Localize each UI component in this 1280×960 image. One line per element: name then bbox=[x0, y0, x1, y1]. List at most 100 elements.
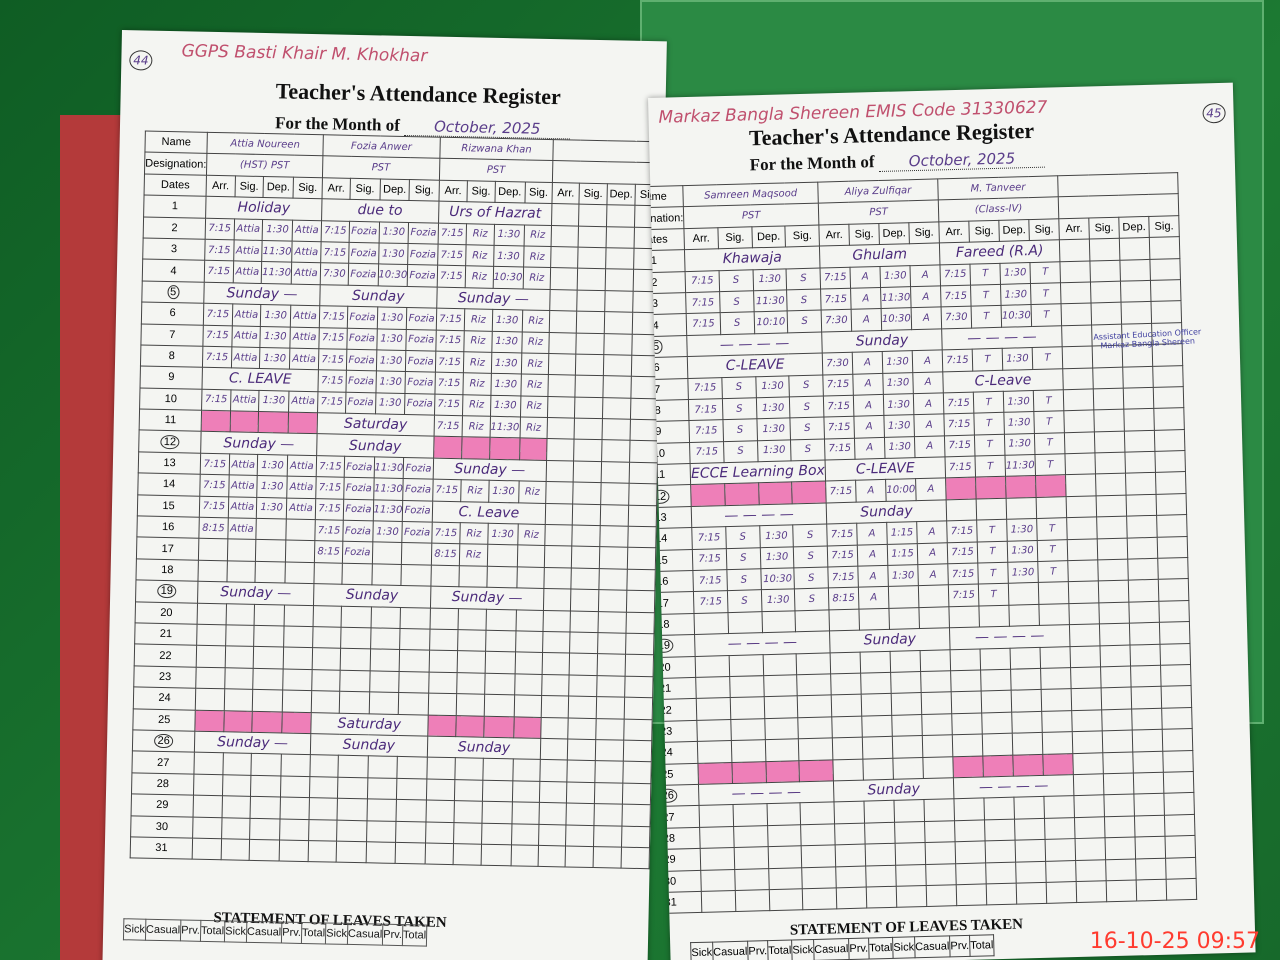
signature bbox=[628, 526, 657, 549]
time: 1:30 bbox=[256, 497, 287, 520]
signature: A bbox=[858, 586, 889, 609]
time: 7:15 bbox=[203, 324, 232, 347]
date: 24 bbox=[660, 746, 674, 760]
time bbox=[542, 631, 571, 654]
time: 7:15 bbox=[827, 544, 858, 567]
time: 1:30 bbox=[882, 372, 914, 395]
date-cell: 24 bbox=[133, 687, 196, 710]
time bbox=[194, 709, 224, 732]
signature bbox=[799, 759, 834, 782]
leave-header: Sick bbox=[224, 920, 247, 943]
time bbox=[1068, 581, 1099, 604]
time bbox=[696, 697, 731, 721]
time: 7:15 bbox=[437, 244, 467, 267]
time: 7:15 bbox=[319, 305, 348, 328]
time: 7:15 bbox=[318, 348, 348, 371]
signature: Attia bbox=[227, 517, 257, 540]
time bbox=[482, 779, 513, 802]
signature bbox=[400, 607, 431, 630]
signature: T bbox=[977, 540, 1008, 564]
signature bbox=[980, 669, 1012, 692]
teacher-name bbox=[552, 139, 665, 164]
signature bbox=[1152, 365, 1184, 388]
time: 7:15 bbox=[199, 495, 229, 518]
leaves-header-row: Sick Casual Prv. Total Sick Casual Prv. Total Si… bbox=[123, 918, 427, 947]
signature bbox=[280, 775, 310, 798]
column-header: Arr. bbox=[684, 227, 719, 250]
time bbox=[598, 568, 628, 591]
time bbox=[1014, 818, 1046, 841]
signature: S bbox=[726, 547, 761, 570]
signature: A bbox=[909, 264, 941, 287]
signature bbox=[340, 627, 371, 650]
signature bbox=[922, 756, 954, 779]
signature bbox=[1042, 731, 1073, 754]
time bbox=[596, 675, 626, 698]
signature: Attia bbox=[290, 326, 320, 349]
time: 1:30 bbox=[262, 219, 293, 242]
date-cell: 2 bbox=[648, 271, 686, 295]
signature: Fozia bbox=[408, 243, 438, 266]
time bbox=[955, 862, 987, 885]
signature: Attia bbox=[290, 305, 320, 328]
time bbox=[950, 669, 982, 693]
signature: S bbox=[721, 376, 756, 399]
signature bbox=[733, 825, 768, 848]
date-cell: 11 bbox=[139, 409, 202, 432]
signature: Riz bbox=[459, 522, 488, 545]
time bbox=[1125, 472, 1157, 495]
signature: Fozia bbox=[406, 329, 437, 352]
time bbox=[835, 865, 867, 888]
date-cell: 30 bbox=[130, 815, 194, 839]
date: 11 bbox=[164, 414, 177, 427]
column-header: Arr. bbox=[818, 224, 850, 247]
column-header: Arr. bbox=[938, 220, 970, 244]
signature bbox=[1160, 664, 1192, 687]
time bbox=[698, 762, 733, 785]
signature bbox=[630, 397, 659, 420]
time bbox=[1005, 475, 1037, 499]
signature bbox=[1165, 835, 1196, 858]
signature bbox=[1154, 450, 1186, 473]
name-label: Name bbox=[648, 185, 684, 209]
column-header: Sig. bbox=[785, 224, 820, 248]
signature bbox=[978, 605, 1010, 628]
time bbox=[551, 225, 579, 248]
designation-label: Designation: bbox=[648, 206, 685, 231]
signature bbox=[578, 204, 607, 227]
time: 1:30 bbox=[372, 520, 403, 543]
signature bbox=[986, 883, 1017, 906]
signature bbox=[576, 289, 605, 312]
signature bbox=[336, 819, 367, 842]
signature bbox=[1153, 386, 1184, 409]
time bbox=[255, 539, 287, 562]
leave-header: Casual bbox=[347, 923, 383, 946]
signature: Fozia bbox=[347, 306, 378, 329]
signature: Riz bbox=[520, 352, 549, 375]
time bbox=[425, 800, 455, 823]
column-header: Arr. bbox=[321, 177, 351, 200]
time bbox=[894, 821, 926, 844]
time bbox=[550, 267, 578, 290]
time: 1:15 bbox=[887, 543, 918, 566]
signature bbox=[981, 711, 1013, 735]
time bbox=[370, 606, 401, 629]
signature bbox=[734, 868, 769, 891]
time: 7:15 bbox=[693, 591, 728, 614]
signature: S bbox=[725, 525, 760, 549]
leave-header: Casual bbox=[246, 921, 282, 944]
time bbox=[546, 438, 575, 461]
time: 1:30 bbox=[257, 454, 288, 477]
signature bbox=[570, 610, 599, 633]
time: 7:15 bbox=[436, 265, 466, 288]
signature bbox=[1043, 795, 1075, 819]
left-page: 44 GGPS Basti Khair M. Khokhar Teacher's A… bbox=[102, 30, 667, 960]
time: 7:15 bbox=[431, 522, 461, 545]
date: 26 bbox=[658, 788, 678, 804]
signature bbox=[925, 863, 957, 886]
date-cell: 26 bbox=[132, 729, 195, 753]
time bbox=[766, 803, 801, 826]
time bbox=[544, 545, 572, 568]
leaves-header-row: Sick Casual Prv. Total Sick Casual Prv. Total Si… bbox=[690, 934, 995, 960]
leave-header: Sick bbox=[892, 936, 915, 959]
